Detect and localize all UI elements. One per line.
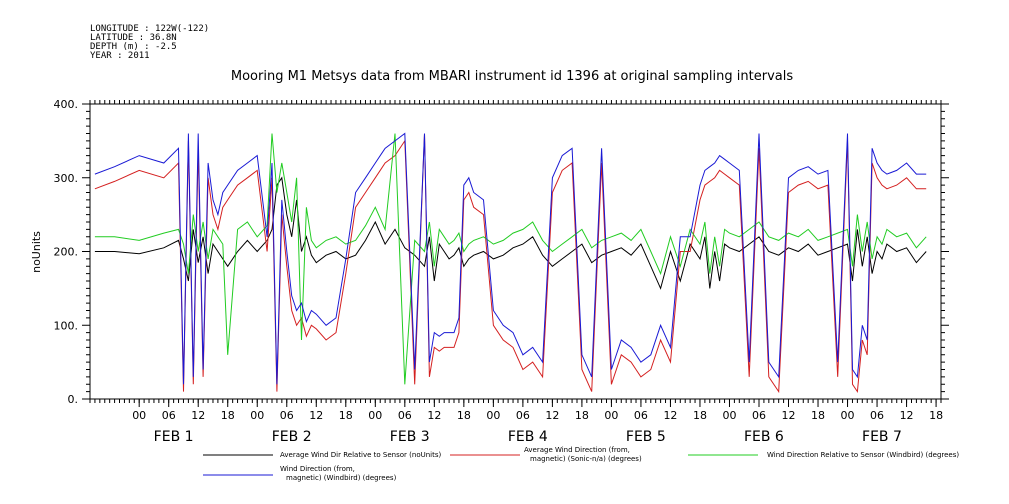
x-tick-label: 06 — [516, 409, 530, 422]
x-tick-label: 18 — [575, 409, 589, 422]
x-tick-label: 00 — [250, 409, 264, 422]
station-info: LONGITUDE : 122W(-122) LATITUDE : 36.8N … — [90, 24, 209, 61]
x-tick-label: 12 — [663, 409, 677, 422]
x-day-label: FEB 6 — [744, 429, 784, 445]
x-tick-label: 12 — [900, 409, 914, 422]
legend-label-line: magnetic) (Sonic-n/a) (degrees) — [530, 455, 642, 463]
legend-label-1: Average Wind Dir Relative to Sensor (noU… — [280, 451, 441, 459]
x-tick-label: 00 — [604, 409, 618, 422]
x-day-label: FEB 1 — [154, 429, 194, 445]
axes: 00 06 12 18 00 06 12 18 00 06 12 18 00 06 12 18 00 06 12 18… — [54, 98, 949, 445]
legend-label-line: Wind Direction (from, — [280, 465, 355, 473]
legend: Average Wind Dir Relative to Sensor (noU… — [203, 446, 959, 482]
x-tick-label: 18 — [811, 409, 825, 422]
x-tick-label: 12 — [309, 409, 323, 422]
legend-label-4: Wind Direction (from, magnetic) (Windbird… — [280, 465, 397, 482]
legend-label-3: Wind Direction Relative to Sensor (Windb… — [767, 451, 959, 459]
legend-label-line: Average Wind Direction (from, — [524, 446, 630, 454]
x-tick-label: 12 — [545, 409, 559, 422]
x-day-label: FEB 4 — [508, 429, 548, 445]
x-day-label: FEB 3 — [390, 429, 430, 445]
longitude-text: LONGITUDE : 122W(-122) — [90, 24, 209, 34]
y-tick-label: 400. — [54, 98, 79, 111]
x-tick-label: 18 — [221, 409, 235, 422]
x-tick-label: 06 — [870, 409, 884, 422]
plot-lines — [94, 132, 927, 394]
y-tick-label: 0. — [68, 393, 79, 406]
series-line-3 — [94, 133, 927, 385]
x-tick-label: 18 — [339, 409, 353, 422]
x-tick-label: 18 — [457, 409, 471, 422]
x-tick-label: 06 — [752, 409, 766, 422]
x-tick-label: 06 — [280, 409, 294, 422]
x-tick-label: 06 — [634, 409, 648, 422]
chart-title: Mooring M1 Metsys data from MBARI instru… — [231, 69, 793, 84]
year-text: YEAR : 2011 — [90, 51, 150, 61]
x-tick-label: 18 — [929, 409, 943, 422]
x-tick-label: 06 — [162, 409, 176, 422]
legend-label-2: Average Wind Direction (from, magnetic) (… — [524, 446, 642, 463]
x-day-label: FEB 5 — [626, 429, 666, 445]
series-line-4 — [94, 132, 927, 385]
series-line-2 — [94, 133, 927, 394]
x-tick-label: 12 — [191, 409, 205, 422]
y-tick-label: 300. — [54, 172, 79, 185]
x-tick-label: 00 — [722, 409, 736, 422]
y-tick-label: 200. — [54, 246, 79, 259]
latitude-text: LATITUDE : 36.8N — [90, 33, 177, 43]
x-tick-label: 06 — [398, 409, 412, 422]
x-tick-label: 00 — [841, 409, 855, 422]
y-tick-label: 100. — [54, 319, 79, 332]
x-tick-label: 00 — [368, 409, 382, 422]
x-day-label: FEB 2 — [272, 429, 312, 445]
x-tick-label: 00 — [486, 409, 500, 422]
y-axis-label: noUnits — [30, 231, 43, 273]
series-line-1 — [94, 176, 927, 290]
x-tick-label: 00 — [132, 409, 146, 422]
depth-text: DEPTH (m) : -2.5 — [90, 42, 177, 52]
x-tick-label: 12 — [427, 409, 441, 422]
x-day-label: FEB 7 — [862, 429, 902, 445]
x-tick-label: 12 — [782, 409, 796, 422]
legend-label-line: magnetic) (Windbird) (degrees) — [286, 474, 397, 482]
x-tick-label: 18 — [693, 409, 707, 422]
